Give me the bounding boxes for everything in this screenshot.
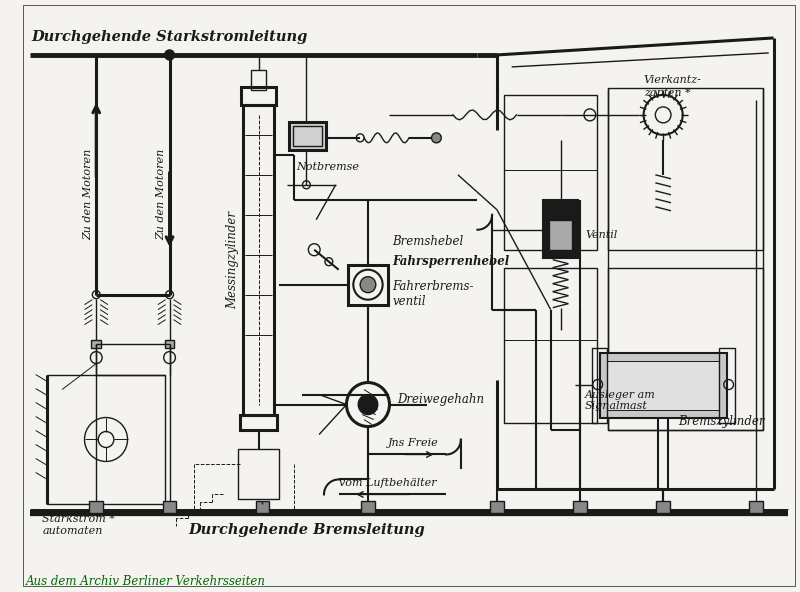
Circle shape: [431, 133, 442, 143]
Text: Zu den Motoren: Zu den Motoren: [157, 149, 166, 240]
Text: Ventil: Ventil: [585, 230, 618, 240]
Bar: [289, 122, 326, 150]
Bar: [90, 501, 103, 513]
Text: Fahrsperrenhebel: Fahrsperrenhebel: [393, 255, 510, 268]
Bar: [91, 340, 101, 348]
Text: Durchgehende Starkstromleitung: Durchgehende Starkstromleitung: [31, 30, 308, 44]
Text: Aus dem Archiv Berliner Verkehrsseiten: Aus dem Archiv Berliner Verkehrsseiten: [26, 575, 266, 588]
Bar: [361, 501, 375, 513]
Text: Vierkantz-: Vierkantz-: [644, 75, 702, 85]
Bar: [240, 414, 277, 430]
Text: zapfen *: zapfen *: [644, 88, 690, 98]
Text: Dreiwegehahn: Dreiwegehahn: [398, 393, 485, 406]
Text: Notbremse: Notbremse: [297, 162, 360, 172]
Circle shape: [165, 50, 174, 60]
Text: Bremszylinder: Bremszylinder: [678, 414, 764, 427]
Bar: [241, 87, 276, 105]
Bar: [250, 70, 266, 90]
Bar: [490, 501, 504, 513]
Bar: [609, 268, 763, 430]
Text: Jns Freie: Jns Freie: [387, 439, 438, 449]
Text: automaten: automaten: [42, 526, 103, 536]
Bar: [656, 501, 670, 513]
Bar: [549, 220, 572, 250]
Bar: [719, 348, 734, 423]
Bar: [293, 126, 322, 146]
Bar: [609, 88, 763, 250]
Text: Bremshebel: Bremshebel: [393, 235, 464, 247]
Bar: [243, 105, 274, 414]
Text: Starkstrom *: Starkstrom *: [42, 514, 115, 525]
Bar: [504, 95, 597, 250]
Circle shape: [360, 276, 376, 292]
Bar: [47, 375, 165, 504]
Bar: [607, 361, 719, 410]
Text: Zu den Motoren: Zu den Motoren: [83, 149, 94, 240]
Text: vom Luftbehälter: vom Luftbehälter: [338, 478, 436, 488]
Text: Messingzylinder: Messingzylinder: [226, 211, 239, 308]
Bar: [574, 501, 587, 513]
Text: Ausleger am
Signalmast: Ausleger am Signalmast: [585, 390, 656, 411]
Bar: [600, 353, 726, 417]
Bar: [255, 501, 270, 513]
Bar: [749, 501, 763, 513]
Bar: [162, 501, 177, 513]
Bar: [349, 265, 387, 305]
Text: Fahrerbrems-
ventil: Fahrerbrems- ventil: [393, 279, 474, 308]
Text: Durchgehende Bremsleitung: Durchgehende Bremsleitung: [188, 523, 425, 538]
Bar: [592, 348, 607, 423]
Bar: [543, 200, 578, 258]
Bar: [504, 268, 597, 423]
Bar: [238, 449, 279, 500]
Bar: [165, 340, 174, 348]
Circle shape: [358, 394, 378, 414]
